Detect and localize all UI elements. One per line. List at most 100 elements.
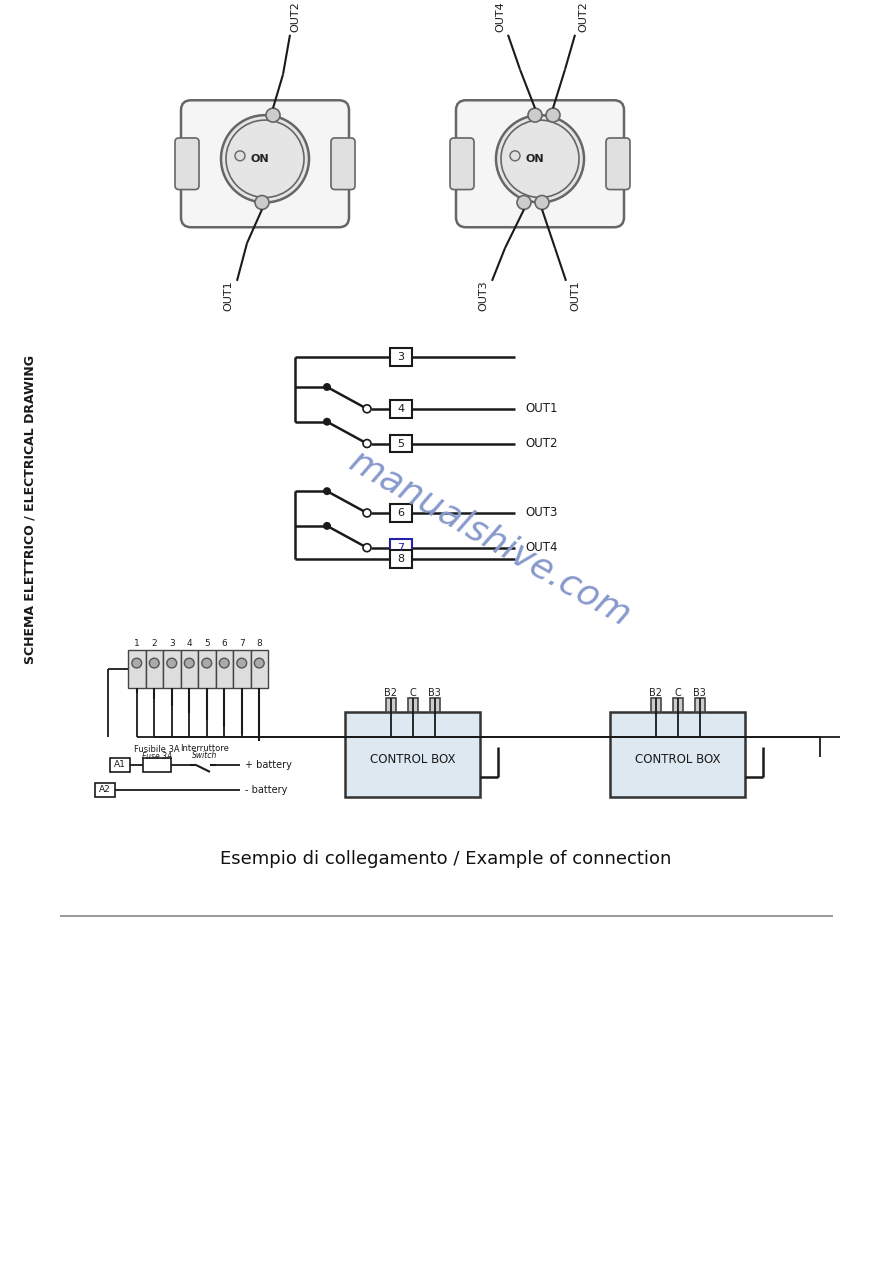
FancyBboxPatch shape <box>450 138 474 189</box>
FancyBboxPatch shape <box>181 100 349 227</box>
FancyBboxPatch shape <box>456 100 624 227</box>
Bar <box>345 712 480 797</box>
Text: OUT3: OUT3 <box>478 280 488 311</box>
Text: 5: 5 <box>397 438 405 448</box>
Circle shape <box>323 522 331 530</box>
Text: B2: B2 <box>649 687 662 697</box>
Text: Interruttore: Interruttore <box>180 744 230 753</box>
Text: C: C <box>674 687 680 697</box>
Text: OUT2: OUT2 <box>525 437 557 450</box>
Text: OUT1: OUT1 <box>570 280 580 311</box>
Bar <box>390 400 412 418</box>
Bar <box>128 650 146 687</box>
Text: 1: 1 <box>134 639 139 648</box>
Text: 4: 4 <box>397 404 405 414</box>
Bar <box>430 698 439 712</box>
Bar <box>146 650 163 687</box>
Text: 6: 6 <box>221 639 227 648</box>
FancyBboxPatch shape <box>606 138 630 189</box>
Bar <box>215 650 233 687</box>
Text: manualshive.com: manualshive.com <box>343 445 637 633</box>
Text: 3: 3 <box>169 639 175 648</box>
Text: 6: 6 <box>397 508 405 518</box>
Bar <box>390 349 412 366</box>
Text: ON: ON <box>251 154 270 164</box>
Text: OUT4: OUT4 <box>495 1 505 33</box>
Text: 3: 3 <box>397 352 405 362</box>
FancyBboxPatch shape <box>175 138 199 189</box>
Text: A2: A2 <box>99 786 111 794</box>
Bar <box>198 650 215 687</box>
Text: 8: 8 <box>397 553 405 563</box>
Bar <box>143 758 171 772</box>
Text: OUT4: OUT4 <box>525 542 557 554</box>
Circle shape <box>323 488 331 495</box>
Text: + battery: + battery <box>245 760 292 770</box>
Circle shape <box>363 440 371 447</box>
Bar <box>386 698 396 712</box>
Bar <box>390 549 412 567</box>
Text: SCHEMA ELETTRICO / ELECTRICAL DRAWING: SCHEMA ELETTRICO / ELECTRICAL DRAWING <box>23 355 37 663</box>
Bar <box>233 650 251 687</box>
Text: B3: B3 <box>428 687 441 697</box>
Bar <box>390 504 412 522</box>
Circle shape <box>363 544 371 552</box>
Bar <box>95 783 115 797</box>
Bar <box>650 698 661 712</box>
Text: Fusibile 3A: Fusibile 3A <box>134 745 179 754</box>
Bar <box>407 698 418 712</box>
Bar <box>110 758 130 772</box>
Circle shape <box>363 509 371 517</box>
Text: ON: ON <box>526 154 545 164</box>
Text: - battery: - battery <box>245 784 288 794</box>
Circle shape <box>535 196 549 210</box>
Text: OUT3: OUT3 <box>525 506 557 519</box>
Bar <box>695 698 705 712</box>
Text: 4: 4 <box>187 639 192 648</box>
Text: Esempio di collegamento / Example of connection: Esempio di collegamento / Example of con… <box>221 850 672 868</box>
FancyBboxPatch shape <box>331 138 355 189</box>
Bar <box>390 539 412 557</box>
Circle shape <box>255 196 269 210</box>
Text: 7: 7 <box>397 543 405 553</box>
Circle shape <box>501 120 579 197</box>
Bar <box>390 434 412 452</box>
Text: 7: 7 <box>238 639 245 648</box>
Circle shape <box>323 383 331 392</box>
Text: CONTROL BOX: CONTROL BOX <box>635 753 721 767</box>
Circle shape <box>226 120 304 197</box>
Text: B2: B2 <box>384 687 397 697</box>
Circle shape <box>237 658 246 668</box>
Circle shape <box>132 658 142 668</box>
Circle shape <box>221 115 309 202</box>
Circle shape <box>167 658 177 668</box>
Circle shape <box>202 658 212 668</box>
Text: Switch: Switch <box>192 750 218 759</box>
Circle shape <box>363 405 371 413</box>
Text: OUT1: OUT1 <box>525 403 557 416</box>
Bar <box>610 712 745 797</box>
Circle shape <box>510 150 520 160</box>
Circle shape <box>220 658 230 668</box>
Text: 5: 5 <box>204 639 210 648</box>
Text: B3: B3 <box>693 687 706 697</box>
Text: 8: 8 <box>256 639 263 648</box>
Text: CONTROL BOX: CONTROL BOX <box>370 753 455 767</box>
Text: Fuse 3A: Fuse 3A <box>142 751 172 760</box>
Bar <box>163 650 180 687</box>
Circle shape <box>496 115 584 202</box>
Text: OUT2: OUT2 <box>290 1 300 33</box>
Bar <box>251 650 268 687</box>
Circle shape <box>323 418 331 426</box>
Bar <box>180 650 198 687</box>
Text: OUT1: OUT1 <box>223 280 233 311</box>
Circle shape <box>546 109 560 123</box>
Circle shape <box>266 109 280 123</box>
Circle shape <box>149 658 159 668</box>
Circle shape <box>517 196 531 210</box>
Bar <box>672 698 682 712</box>
Circle shape <box>528 109 542 123</box>
Text: A1: A1 <box>114 760 126 769</box>
Circle shape <box>255 658 264 668</box>
Text: OUT2: OUT2 <box>578 1 588 33</box>
